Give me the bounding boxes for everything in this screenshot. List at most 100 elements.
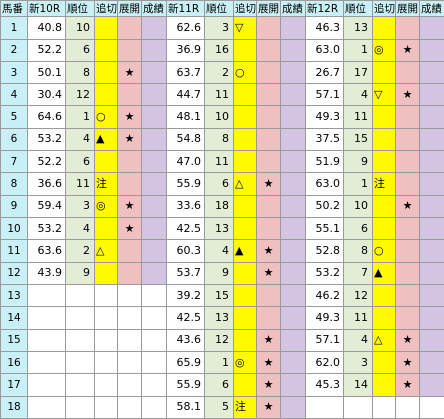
horse-number-cell[interactable]: 12	[0, 261, 28, 285]
result-cell[interactable]	[419, 60, 444, 85]
index-value-cell[interactable]: 55.1	[305, 217, 344, 241]
tenkai-mark-cell[interactable]: ★	[256, 350, 281, 375]
result-cell[interactable]	[280, 127, 306, 152]
empty-cell[interactable]	[117, 306, 142, 330]
oikiri-mark-cell[interactable]: ◎	[94, 194, 118, 219]
tenkai-mark-cell[interactable]	[395, 306, 420, 330]
oikiri-mark-cell[interactable]	[372, 283, 396, 308]
tenkai-mark-cell[interactable]	[117, 150, 142, 174]
rank-cell[interactable]: 5	[204, 395, 234, 419]
rank-cell[interactable]: 11	[65, 172, 95, 196]
horse-number-cell[interactable]: 1	[0, 16, 28, 40]
tenkai-mark-cell[interactable]	[395, 150, 420, 174]
empty-cell[interactable]	[65, 350, 95, 375]
result-cell[interactable]	[141, 261, 167, 285]
rank-cell[interactable]: 16	[204, 38, 234, 62]
rank-cell[interactable]: 9	[65, 261, 95, 285]
oikiri-mark-cell[interactable]	[372, 60, 396, 85]
empty-cell[interactable]	[141, 283, 167, 308]
index-value-cell[interactable]: 62.6	[166, 16, 205, 40]
empty-cell[interactable]	[94, 306, 118, 330]
tenkai-mark-cell[interactable]: ★	[256, 373, 281, 397]
result-cell[interactable]	[280, 261, 306, 285]
index-value-cell[interactable]: 44.7	[166, 83, 205, 107]
empty-cell[interactable]	[94, 283, 118, 308]
header-rank[interactable]: 順位	[343, 0, 373, 18]
index-value-cell[interactable]: 36.6	[27, 172, 66, 196]
index-value-cell[interactable]: 51.9	[305, 150, 344, 174]
result-cell[interactable]	[419, 194, 444, 219]
header-tenkai[interactable]: 展開	[117, 0, 142, 18]
oikiri-mark-cell[interactable]	[233, 217, 257, 241]
index-value-cell[interactable]: 62.0	[305, 350, 344, 375]
index-value-cell[interactable]: 53.2	[27, 127, 66, 152]
rank-cell[interactable]: 10	[343, 194, 373, 219]
horse-number-cell[interactable]: 18	[0, 395, 28, 419]
horse-number-cell[interactable]: 17	[0, 373, 28, 397]
rank-cell[interactable]: 6	[343, 217, 373, 241]
empty-cell[interactable]	[305, 395, 344, 419]
rank-cell[interactable]: 3	[343, 350, 373, 375]
index-value-cell[interactable]: 50.2	[305, 194, 344, 219]
rank-cell[interactable]: 6	[65, 150, 95, 174]
index-value-cell[interactable]: 43.6	[166, 328, 205, 352]
result-cell[interactable]	[419, 38, 444, 62]
rank-cell[interactable]: 7	[343, 261, 373, 285]
header-oikiri[interactable]: 追切	[94, 0, 118, 18]
rank-cell[interactable]: 18	[204, 194, 234, 219]
result-cell[interactable]	[141, 150, 167, 174]
empty-cell[interactable]	[94, 373, 118, 397]
horse-number-cell[interactable]: 9	[0, 194, 28, 219]
empty-cell[interactable]	[117, 283, 142, 308]
header-seiseki[interactable]: 成績	[280, 0, 306, 18]
oikiri-mark-cell[interactable]: ○	[94, 105, 118, 129]
index-value-cell[interactable]: 46.2	[305, 283, 344, 308]
rank-cell[interactable]: 9	[343, 150, 373, 174]
empty-cell[interactable]	[27, 328, 66, 352]
oikiri-mark-cell[interactable]	[372, 194, 396, 219]
tenkai-mark-cell[interactable]: ★	[395, 350, 420, 375]
index-value-cell[interactable]: 63.0	[305, 38, 344, 62]
header-race-12r[interactable]: 新12R	[305, 0, 344, 18]
tenkai-mark-cell[interactable]: ★	[256, 239, 281, 263]
oikiri-mark-cell[interactable]: ▽	[372, 83, 396, 107]
result-cell[interactable]	[280, 395, 306, 419]
result-cell[interactable]	[280, 350, 306, 375]
rank-cell[interactable]: 1	[204, 350, 234, 375]
tenkai-mark-cell[interactable]	[395, 16, 420, 40]
oikiri-mark-cell[interactable]	[94, 83, 118, 107]
tenkai-mark-cell[interactable]	[395, 217, 420, 241]
oikiri-mark-cell[interactable]: ◎	[233, 350, 257, 375]
oikiri-mark-cell[interactable]: ○	[233, 60, 257, 85]
result-cell[interactable]	[419, 373, 444, 397]
index-value-cell[interactable]: 36.9	[166, 38, 205, 62]
result-cell[interactable]	[280, 328, 306, 352]
empty-cell[interactable]	[27, 350, 66, 375]
oikiri-mark-cell[interactable]	[372, 105, 396, 129]
index-value-cell[interactable]: 30.4	[27, 83, 66, 107]
rank-cell[interactable]: 3	[65, 194, 95, 219]
result-cell[interactable]	[419, 172, 444, 196]
empty-cell[interactable]	[117, 373, 142, 397]
oikiri-mark-cell[interactable]	[372, 306, 396, 330]
tenkai-mark-cell[interactable]	[256, 60, 281, 85]
tenkai-mark-cell[interactable]	[256, 105, 281, 129]
rank-cell[interactable]: 12	[204, 328, 234, 352]
index-value-cell[interactable]: 64.6	[27, 105, 66, 129]
result-cell[interactable]	[419, 16, 444, 40]
oikiri-mark-cell[interactable]: ◎	[372, 38, 396, 62]
index-value-cell[interactable]: 57.1	[305, 328, 344, 352]
rank-cell[interactable]: 11	[204, 150, 234, 174]
empty-cell[interactable]	[372, 395, 396, 419]
rank-cell[interactable]: 8	[343, 239, 373, 263]
horse-number-cell[interactable]: 15	[0, 328, 28, 352]
empty-cell[interactable]	[419, 395, 444, 419]
header-seiseki[interactable]: 成績	[141, 0, 167, 18]
oikiri-mark-cell[interactable]: 注	[94, 172, 118, 196]
empty-cell[interactable]	[27, 306, 66, 330]
tenkai-mark-cell[interactable]: ★	[117, 217, 142, 241]
tenkai-mark-cell[interactable]: ★	[395, 328, 420, 352]
index-value-cell[interactable]: 65.9	[166, 350, 205, 375]
tenkai-mark-cell[interactable]	[117, 16, 142, 40]
index-value-cell[interactable]: 55.9	[166, 172, 205, 196]
